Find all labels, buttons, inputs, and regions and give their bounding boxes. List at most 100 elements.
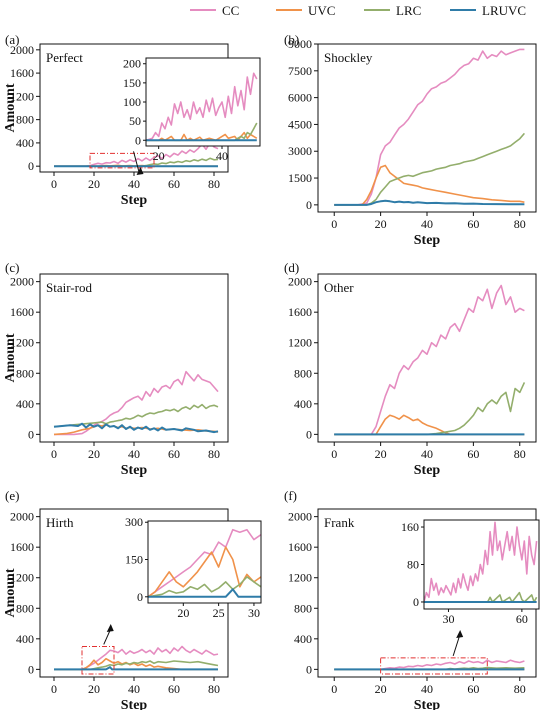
y-tick-label: 0 bbox=[28, 662, 34, 676]
series-line-lrc bbox=[53, 403, 219, 428]
inset: 30 60 0 80 160 bbox=[401, 519, 540, 626]
series-line-lrc bbox=[54, 660, 219, 671]
x-axis-label: Step bbox=[414, 698, 441, 710]
zoom-arrow bbox=[452, 636, 460, 657]
x-tick-label: 20 bbox=[88, 177, 100, 191]
series-line-lruvc bbox=[54, 666, 218, 671]
series-line-uvc bbox=[54, 657, 218, 671]
x-tick-label: 0 bbox=[51, 177, 57, 191]
legend-item-lrc: LRC bbox=[364, 3, 421, 18]
y-tick-label: 1200 bbox=[10, 89, 34, 103]
panel-label: (a) bbox=[5, 32, 19, 47]
inset-x-tick-label: 20 bbox=[177, 606, 189, 620]
x-tick-label: 20 bbox=[88, 447, 100, 461]
series-line-uvc bbox=[334, 414, 525, 436]
zoom-box bbox=[380, 657, 488, 675]
legend-item-lruvc: LRUVC bbox=[450, 3, 526, 18]
y-tick-label: 7500 bbox=[288, 64, 312, 78]
y-tick-label: 3000 bbox=[288, 144, 312, 158]
zoom-box bbox=[89, 152, 155, 169]
y-tick-label: 2000 bbox=[288, 275, 312, 289]
y-tick-label: 1600 bbox=[288, 540, 312, 554]
x-tick-label: 20 bbox=[375, 682, 387, 696]
series-line-cc bbox=[54, 142, 219, 167]
y-tick-label: 400 bbox=[16, 632, 34, 646]
x-tick-label: 40 bbox=[128, 447, 140, 461]
inset-line-lrc bbox=[148, 576, 261, 598]
y-tick-label: 1600 bbox=[10, 305, 34, 319]
legend-item-uvc: UVC bbox=[276, 3, 335, 18]
x-tick-label: 60 bbox=[467, 682, 479, 696]
y-tick-label: 1600 bbox=[10, 66, 34, 80]
x-tick-label: 80 bbox=[514, 682, 526, 696]
x-tick-label: 60 bbox=[467, 447, 479, 461]
panel-label: (b) bbox=[284, 32, 299, 47]
inset-background bbox=[424, 520, 539, 609]
series-line-uvc bbox=[334, 164, 525, 206]
legend-label: CC bbox=[222, 3, 239, 18]
y-tick-label: 0 bbox=[306, 427, 312, 441]
inset-line-lrc bbox=[424, 591, 538, 603]
zoom-arrow bbox=[103, 630, 111, 645]
inset-y-tick-label: 50 bbox=[129, 114, 141, 128]
inset-series bbox=[146, 72, 258, 142]
panel-5: (f)0 20 40 60 800400800120016002000StepFrank… bbox=[284, 488, 540, 710]
y-tick-label: 1600 bbox=[10, 540, 34, 554]
inset-y-tick-label: 80 bbox=[407, 558, 419, 572]
y-tick-label: 1500 bbox=[288, 171, 312, 185]
y-tick-label: 4500 bbox=[288, 117, 312, 131]
panel-1: (b) 0 20 40 60 80 0 1500 3000 4500 6000 7500 9000 Ste… bbox=[284, 32, 537, 248]
series-line-cc bbox=[334, 659, 525, 671]
x-axis-label: Step bbox=[121, 698, 148, 710]
inset-series bbox=[148, 528, 261, 598]
x-axis-label: Step bbox=[121, 193, 148, 208]
panel-label: (f) bbox=[284, 488, 297, 503]
x-tick-label: 40 bbox=[128, 177, 140, 191]
y-axis-label: Amount bbox=[3, 83, 18, 132]
zoom-arrow bbox=[133, 151, 141, 175]
y-tick-label: 400 bbox=[16, 397, 34, 411]
inset-background bbox=[146, 58, 260, 146]
x-tick-label: 80 bbox=[514, 447, 526, 461]
panel-title: Other bbox=[324, 280, 354, 295]
y-tick-label: 6000 bbox=[288, 91, 312, 105]
inset-x-tick-label: 60 bbox=[516, 612, 528, 626]
x-tick-label: 40 bbox=[421, 682, 433, 696]
legend-label: LRUVC bbox=[482, 3, 526, 18]
series-line-lrc bbox=[334, 382, 526, 436]
inset-y-tick-label: 100 bbox=[123, 95, 141, 109]
inset-y-tick-label: 0 bbox=[137, 590, 143, 604]
panel-label: (d) bbox=[284, 260, 299, 275]
panel-label: (c) bbox=[5, 260, 19, 275]
y-tick-label: 800 bbox=[16, 366, 34, 380]
series-line-lruvc bbox=[53, 422, 219, 434]
panel-title: Hirth bbox=[46, 515, 74, 530]
y-tick-label: 0 bbox=[28, 427, 34, 441]
inset-x-tick-label: 40 bbox=[216, 149, 228, 163]
inset-x-tick-label: 20 bbox=[153, 149, 165, 163]
series-line-lruvc bbox=[334, 199, 525, 206]
inset-frame bbox=[147, 520, 262, 604]
zoom-arrow-head bbox=[106, 624, 114, 632]
legend-item-cc: CC bbox=[190, 3, 239, 18]
x-tick-label: 80 bbox=[514, 217, 526, 231]
inset-series bbox=[424, 521, 538, 603]
y-tick-label: 1200 bbox=[10, 571, 34, 585]
x-tick-label: 20 bbox=[375, 217, 387, 231]
x-tick-label: 80 bbox=[208, 447, 220, 461]
panel-title: Frank bbox=[324, 515, 355, 530]
x-tick-label: 0 bbox=[331, 447, 337, 461]
y-tick-label: 2000 bbox=[10, 275, 34, 289]
plot-frame bbox=[317, 273, 537, 443]
y-axis-label: Amount bbox=[3, 568, 18, 617]
y-tick-label: 1200 bbox=[10, 336, 34, 350]
y-tick-label: 400 bbox=[294, 397, 312, 411]
legend-label: LRC bbox=[396, 3, 421, 18]
x-tick-label: 80 bbox=[208, 177, 220, 191]
x-tick-label: 0 bbox=[51, 682, 57, 696]
x-tick-label: 40 bbox=[421, 217, 433, 231]
legend-label: UVC bbox=[308, 3, 335, 18]
inset-line-cc bbox=[146, 72, 258, 142]
series-line-cc bbox=[334, 284, 525, 436]
